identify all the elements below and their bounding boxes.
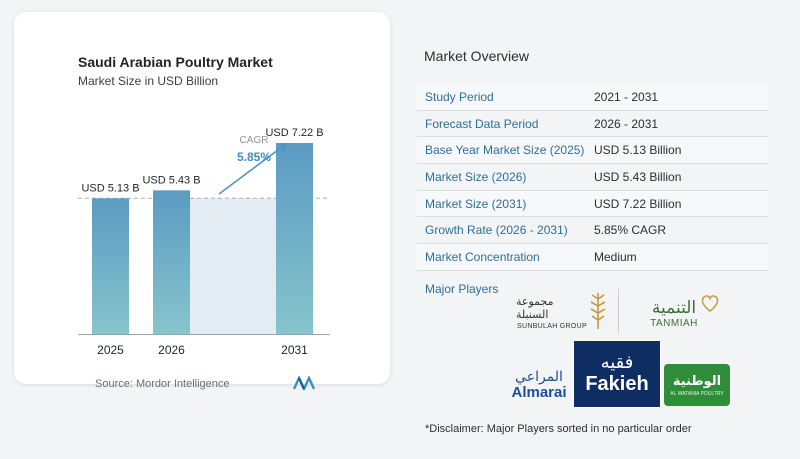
tanmiah-arabic-text: التنمية bbox=[651, 297, 697, 318]
fakieh-logo: فقيه Fakieh bbox=[573, 340, 661, 408]
row-label: Study Period bbox=[425, 89, 494, 104]
major-players-label: Major Players bbox=[425, 282, 499, 296]
row-label: Market Concentration bbox=[425, 249, 540, 264]
bar-2026 bbox=[153, 190, 190, 334]
sunbulah-english-text: SUNBULAH GROUP bbox=[517, 322, 587, 330]
row-value: Medium bbox=[594, 249, 637, 264]
overview-row: Market Concentration Medium bbox=[417, 244, 769, 271]
fakieh-english-text: Fakieh bbox=[585, 373, 649, 395]
row-value: 5.85% CAGR bbox=[594, 223, 667, 238]
source-text: Source: Mordor Intelligence bbox=[95, 378, 230, 390]
alwatania-english-text: AL WATANIA POULTRY bbox=[670, 390, 724, 397]
sunbulah-logo: مجموعة السنبلة SUNBULAH GROUP bbox=[516, 292, 588, 332]
tick-label-2031: 2031 bbox=[281, 343, 308, 357]
bar-2031 bbox=[276, 143, 313, 334]
cagr-value: 5.85% bbox=[237, 150, 271, 164]
almarai-arabic-text: المراعي bbox=[515, 368, 563, 385]
almarai-logo: المراعي Almarai bbox=[508, 364, 570, 404]
cagr-arrowhead-icon bbox=[276, 143, 287, 153]
value-label-2026: USD 5.43 B bbox=[142, 174, 200, 186]
row-label: Forecast Data Period bbox=[425, 116, 539, 131]
alwatania-logo: الوطنية AL WATANIA POULTRY bbox=[664, 364, 730, 406]
row-label: Market Size (2026) bbox=[425, 169, 527, 184]
sunbulah-emblem-icon bbox=[590, 293, 606, 329]
value-label-2031: USD 7.22 B bbox=[265, 127, 323, 139]
row-value: 2021 - 2031 bbox=[594, 89, 659, 104]
row-value: USD 7.22 Billion bbox=[594, 196, 682, 211]
tanmiah-english-text: TANMIAH bbox=[650, 317, 698, 329]
tanmiah-logo: التنمية TANMIAH bbox=[628, 292, 720, 334]
row-label: Growth Rate (2026 - 2031) bbox=[425, 223, 568, 238]
disclaimer-text: *Disclaimer: Major Players sorted in no … bbox=[425, 423, 692, 435]
overview-row: Market Size (2031) USD 7.22 Billion bbox=[417, 190, 769, 218]
alwatania-arabic-text: الوطنية bbox=[672, 373, 722, 389]
tanmiah-heart-icon bbox=[701, 295, 719, 313]
tick-label-2026: 2026 bbox=[158, 343, 185, 357]
overview-row: Growth Rate (2026 - 2031) 5.85% CAGR bbox=[417, 217, 769, 245]
mordor-logo-icon bbox=[293, 376, 315, 390]
value-label-2025: USD 5.13 B bbox=[81, 182, 139, 194]
overview-row: Market Size (2026) USD 5.43 Billion bbox=[417, 164, 769, 191]
overview-table: Study Period 2021 - 2031 Forecast Data P… bbox=[417, 84, 769, 271]
almarai-english-text: Almarai bbox=[511, 383, 567, 401]
sunbulah-arabic-text: مجموعة السنبلة bbox=[516, 294, 554, 321]
row-label: Market Size (2031) bbox=[425, 196, 527, 211]
tick-label-2025: 2025 bbox=[97, 343, 124, 357]
forecast-shade bbox=[190, 198, 276, 334]
bar-2025 bbox=[92, 198, 129, 334]
row-label: Base Year Market Size (2025) bbox=[425, 143, 585, 158]
row-value: USD 5.43 Billion bbox=[594, 169, 682, 184]
cagr-label: CAGR bbox=[240, 135, 269, 146]
row-value: USD 5.13 Billion bbox=[594, 143, 682, 158]
bar-chart: USD 5.13 B 2025 USD 5.43 B 2026 USD 7.22 B 20… bbox=[78, 127, 330, 357]
fakieh-arabic-text: فقيه bbox=[600, 352, 634, 373]
row-value: 2026 - 2031 bbox=[594, 116, 659, 131]
logo-divider bbox=[618, 289, 619, 333]
overview-title: Market Overview bbox=[424, 48, 530, 64]
chart-title: Saudi Arabian Poultry Market bbox=[78, 54, 273, 70]
overview-row: Base Year Market Size (2025) USD 5.13 Bi… bbox=[417, 137, 769, 165]
chart-card: USD 5.13 B 2025 USD 5.43 B 2026 USD 7.22 B 20… bbox=[14, 12, 390, 390]
overview-row: Study Period 2021 - 2031 bbox=[417, 84, 769, 111]
cagr-arrow-line bbox=[218, 143, 287, 195]
overview-row: Forecast Data Period 2026 - 2031 bbox=[417, 111, 769, 138]
chart-subtitle: Market Size in USD Billion bbox=[78, 74, 219, 88]
